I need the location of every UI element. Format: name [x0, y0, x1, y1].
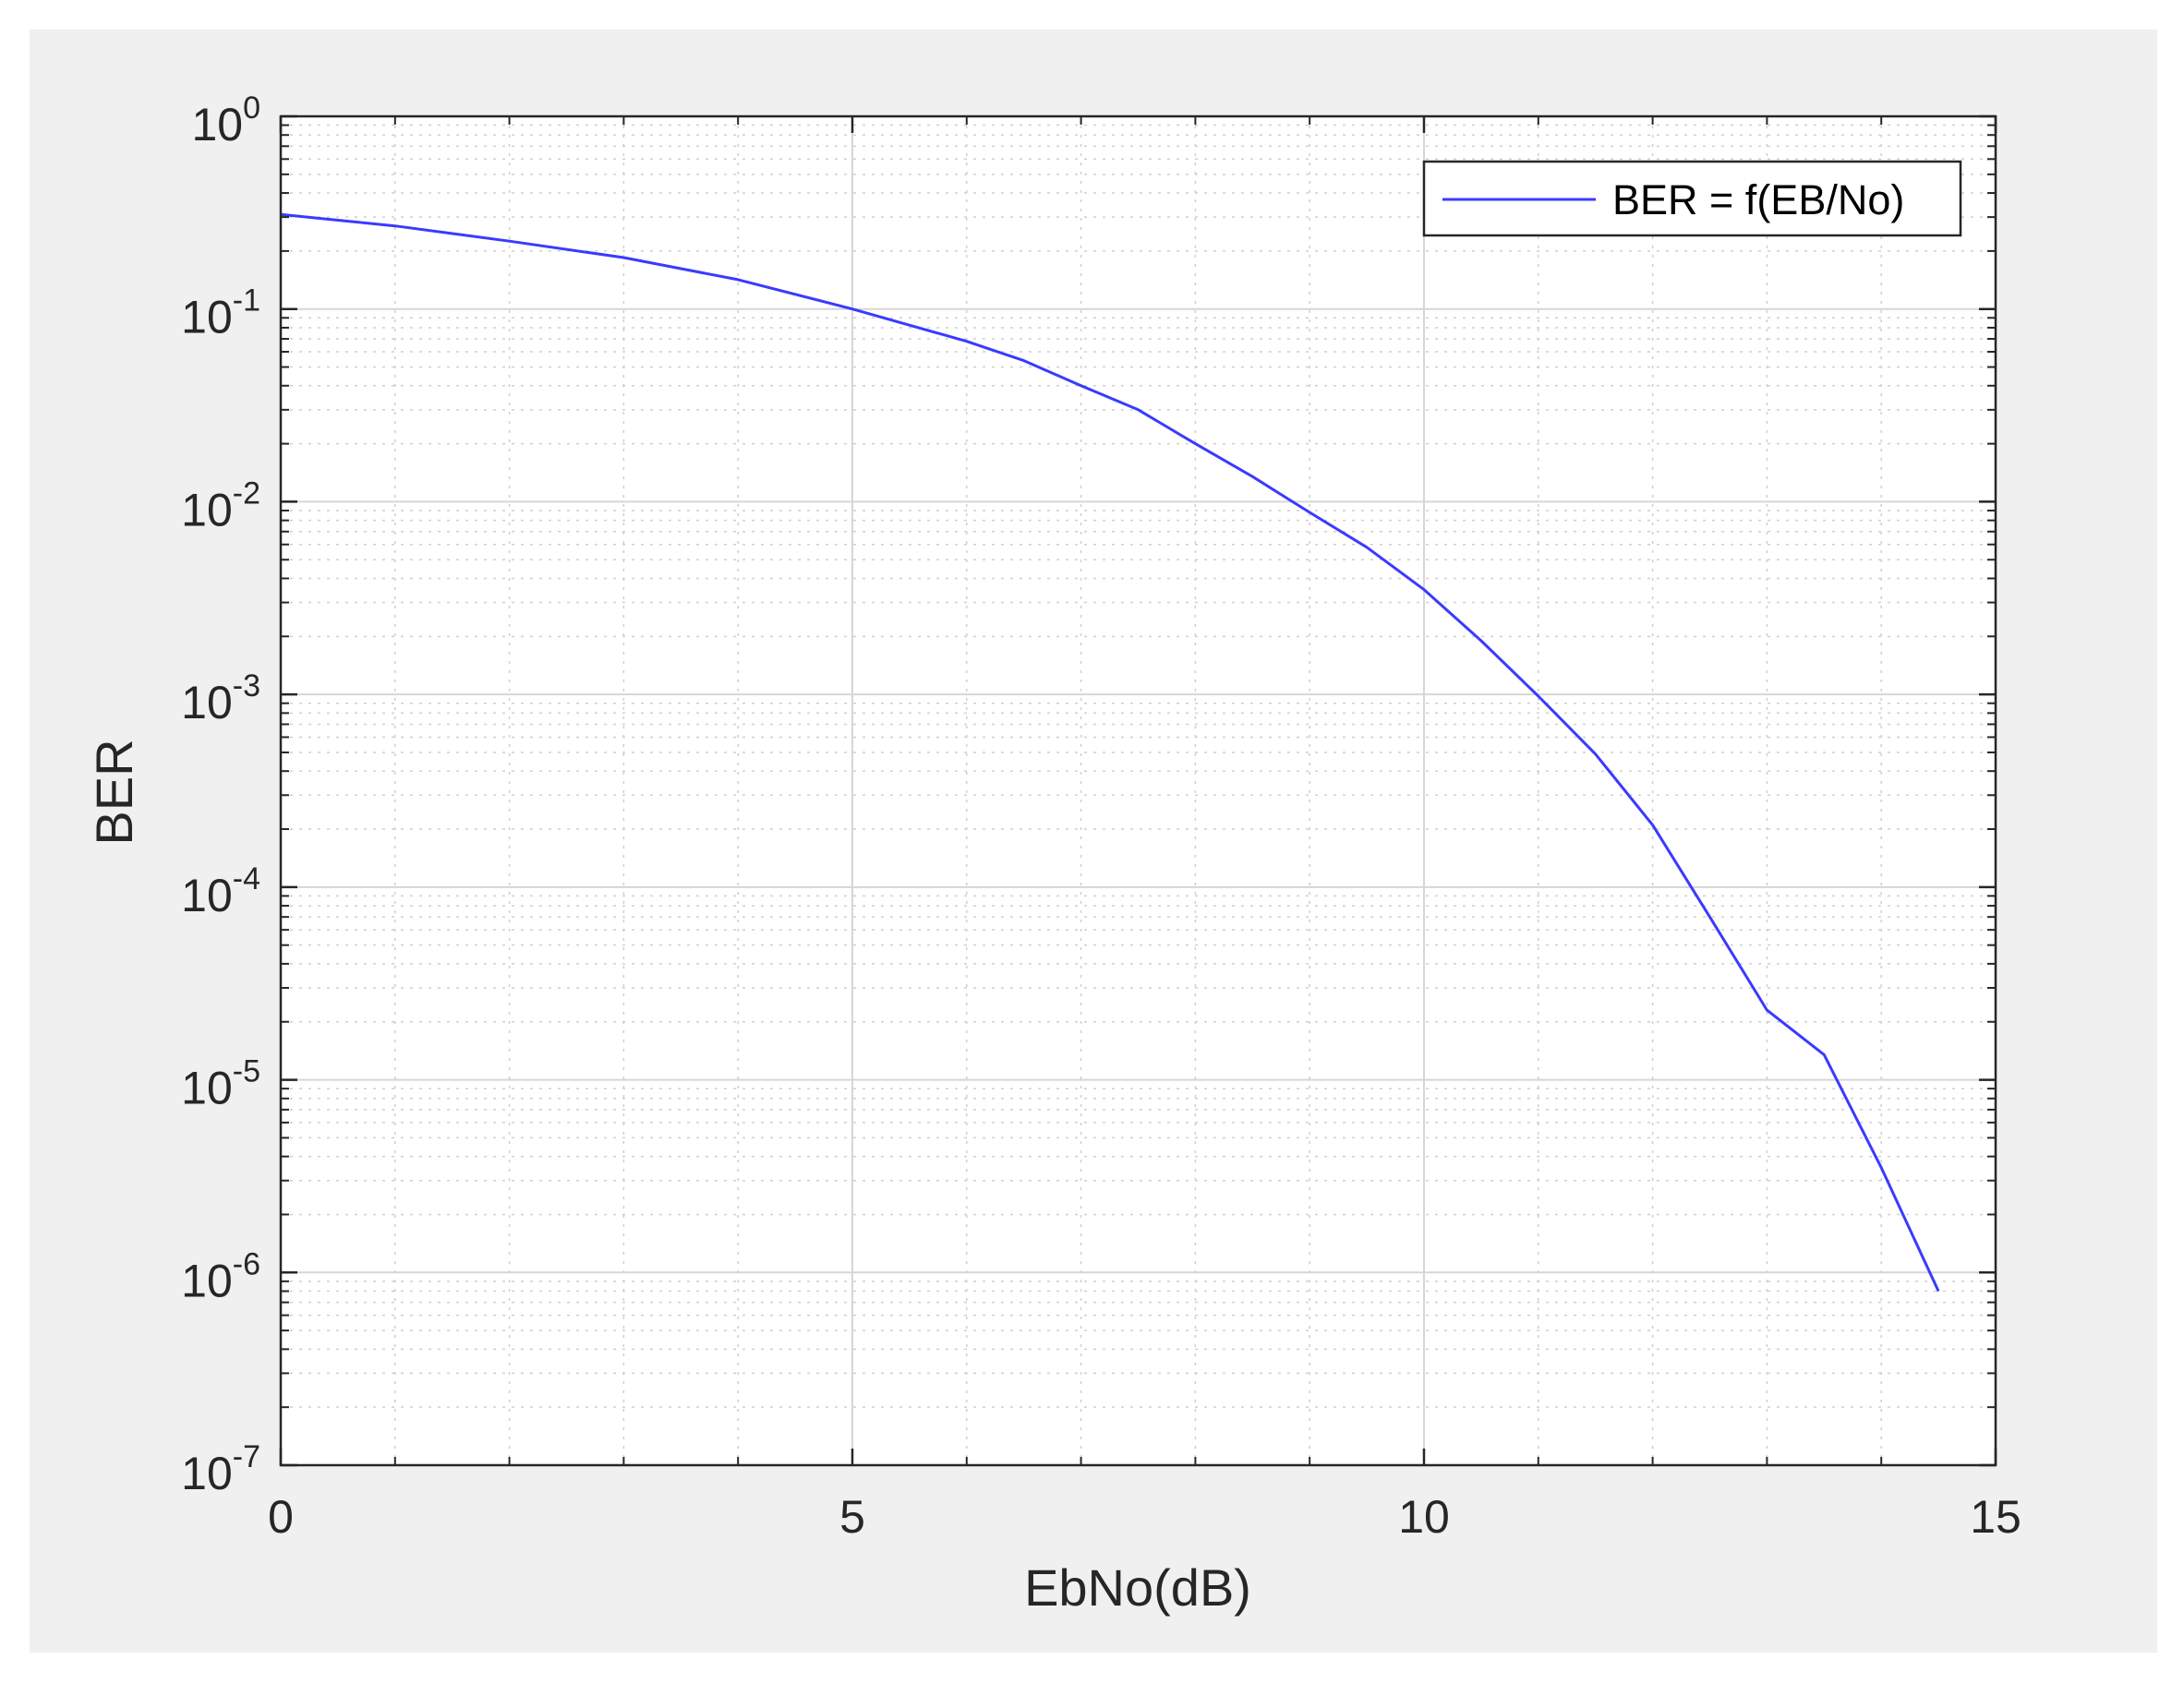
plot-area-border	[279, 114, 1997, 1467]
figure-background: 0 5 10 15 100 10-1 10-2 10-3 10-4 10-5 10-6 10-7 E…	[30, 30, 2157, 1653]
y-tick-label: 10-2	[181, 475, 260, 535]
y-tick-label: 10-1	[181, 283, 260, 343]
plot-area	[281, 116, 1996, 1465]
y-tick-label: 10-4	[181, 861, 260, 921]
y-axis-label: BER	[85, 739, 143, 845]
y-tick-labels: 100 10-1 10-2 10-3 10-4 10-5 10-6 10-7	[181, 90, 260, 1499]
x-axis-label: EbNo(dB)	[1024, 1558, 1251, 1617]
series-line-0	[280, 212, 1940, 1293]
x-tick-label: 0	[268, 1491, 294, 1543]
legend-entry-label: BER = f(EB/No)	[1612, 176, 1904, 223]
y-tick-label: 10-5	[181, 1054, 260, 1114]
y-tick-label: 10-6	[181, 1246, 260, 1306]
y-tick-label: 10-7	[181, 1439, 260, 1499]
legend: BER = f(EB/No)	[1422, 160, 1962, 237]
x-tick-label: 5	[839, 1491, 865, 1543]
x-tick-label: 15	[1970, 1491, 2021, 1543]
series-layer	[280, 212, 1940, 1293]
y-tick-label: 100	[191, 90, 260, 150]
tick-marks	[279, 114, 1997, 1467]
ber-chart: 0 5 10 15 100 10-1 10-2 10-3 10-4 10-5 10-6 10-7 E…	[85, 90, 2021, 1617]
x-tick-label: 10	[1398, 1491, 1450, 1543]
x-tick-labels: 0 5 10 15	[268, 1491, 2021, 1543]
minor-grid	[281, 116, 1996, 1465]
y-tick-label: 10-3	[181, 668, 260, 728]
